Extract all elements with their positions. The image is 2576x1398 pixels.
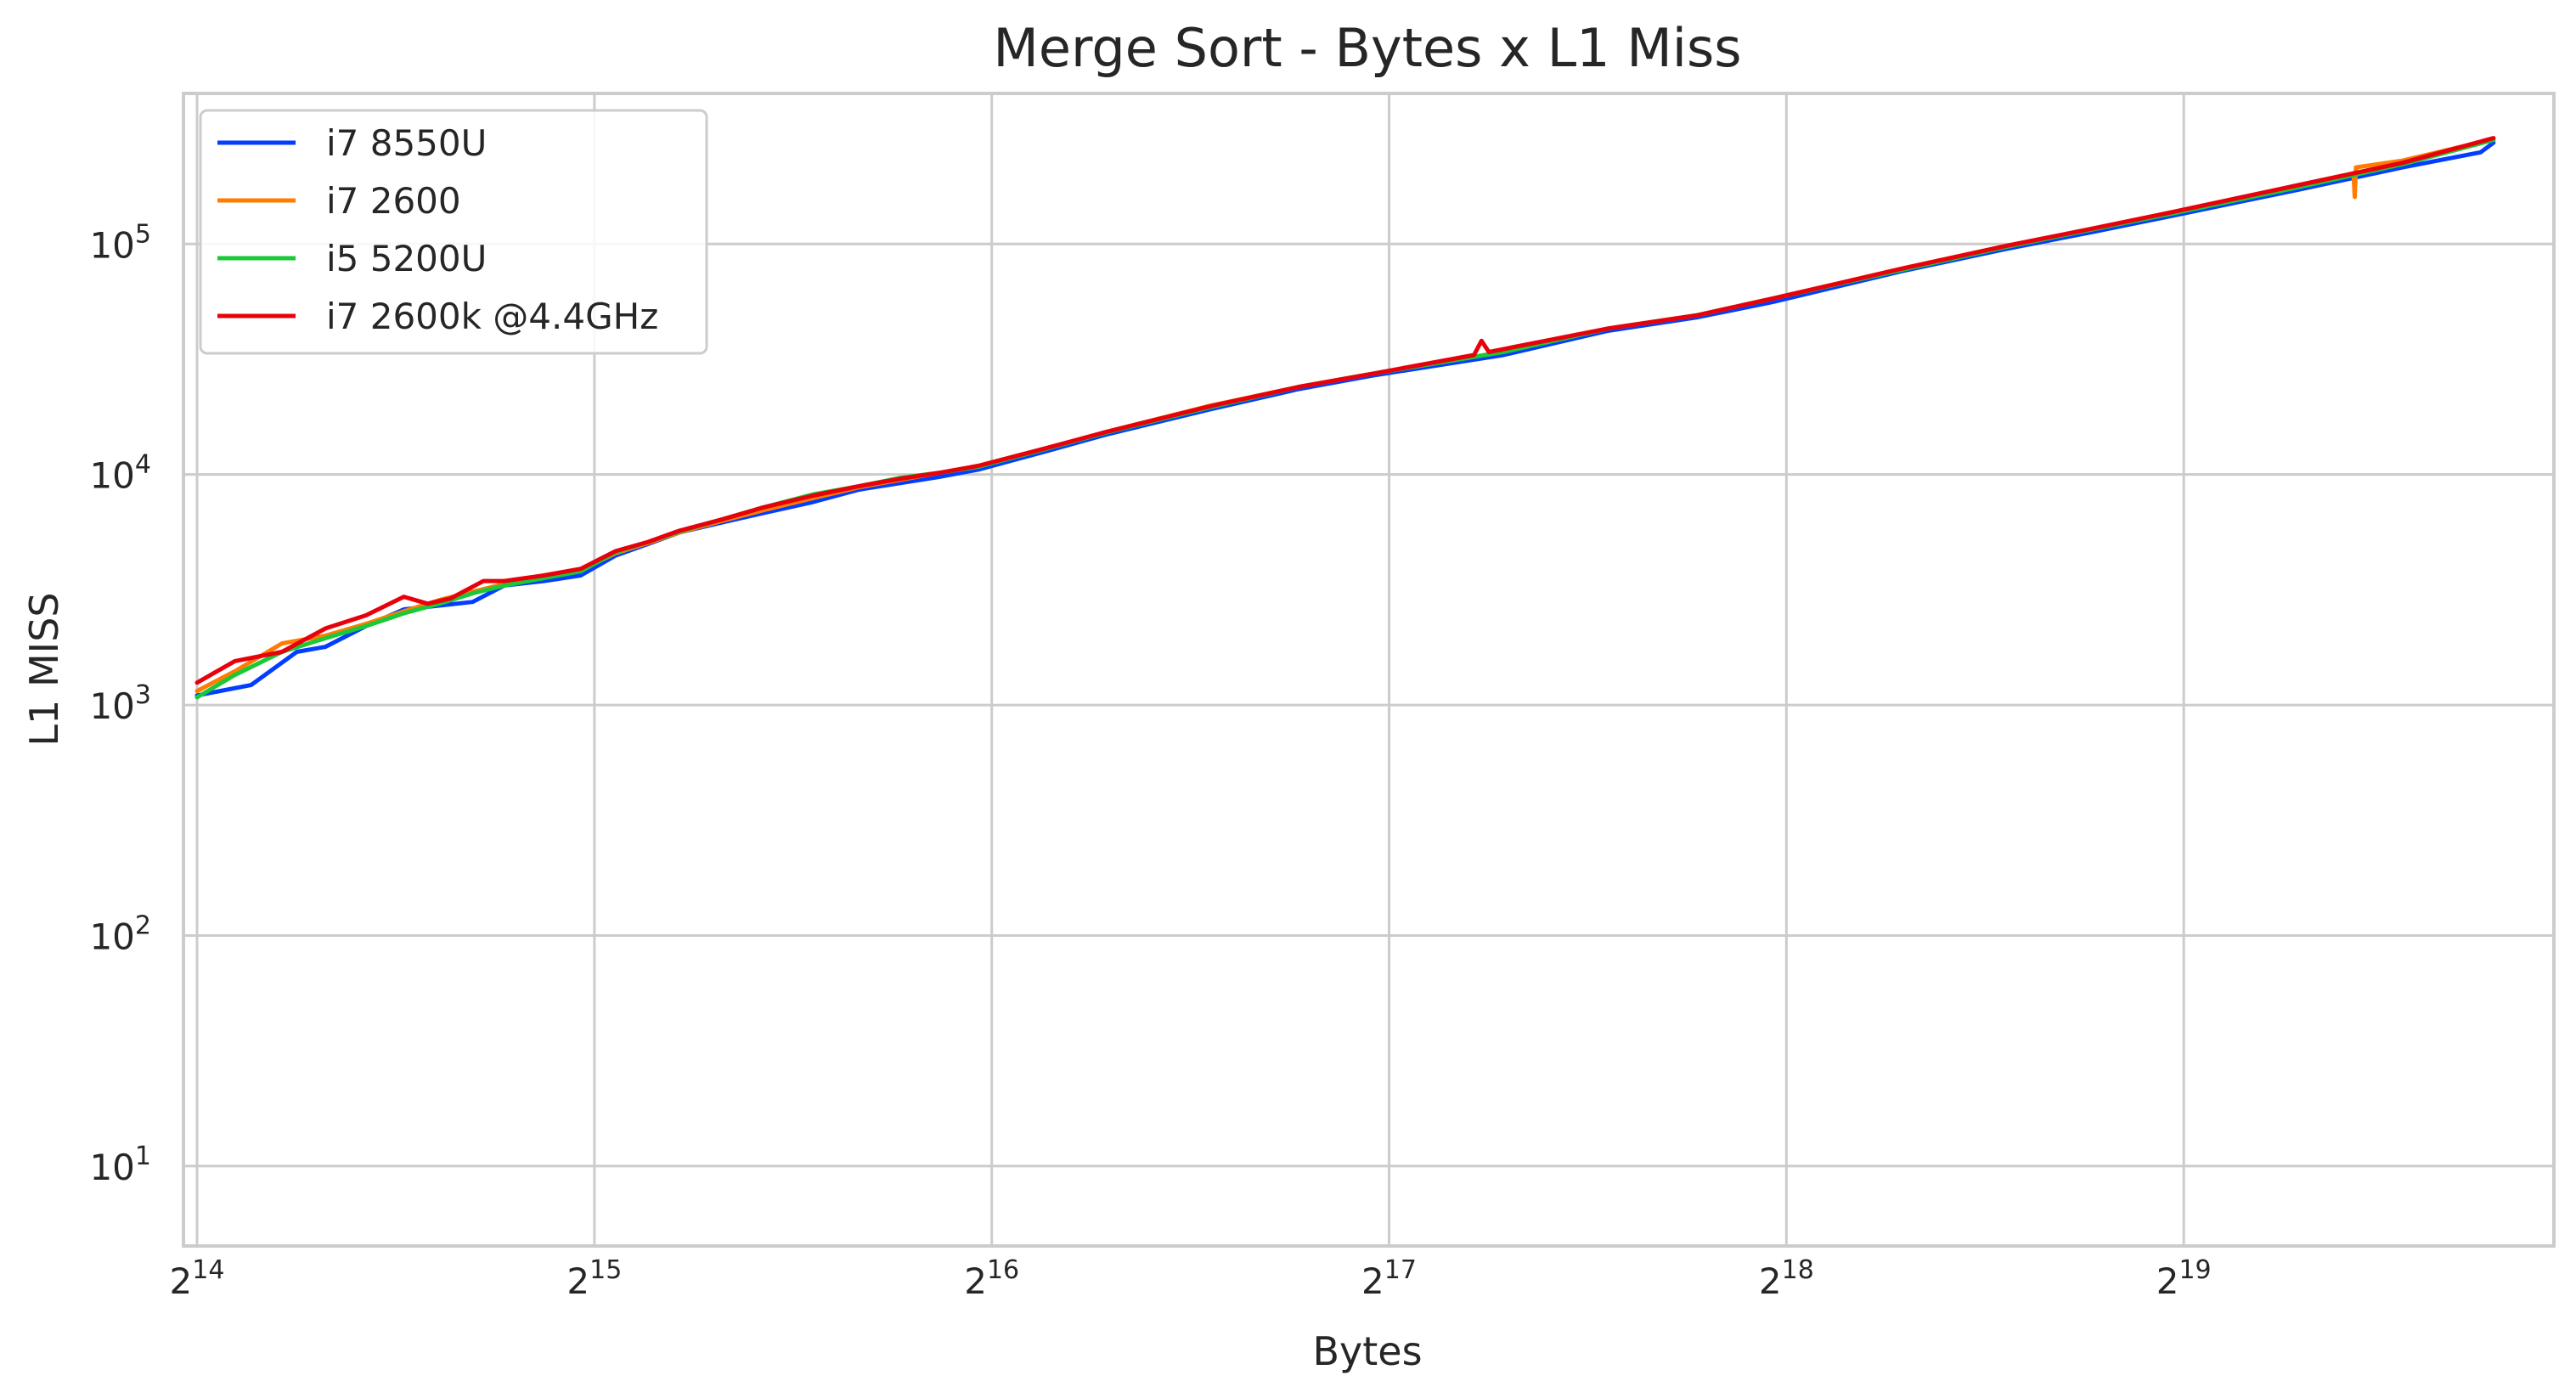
x-tick-label: 216: [964, 1255, 1019, 1302]
x-tick-label: 215: [566, 1255, 622, 1302]
plot-frame: [182, 92, 2556, 1248]
legend-label-i7-8550u: i7 8550U: [326, 122, 487, 164]
x-tick-label: 214: [170, 1255, 225, 1302]
series-line-i7-2600k-4-4ghz: [194, 136, 2496, 685]
x-tick-label: 218: [1759, 1255, 1814, 1302]
y-tick-label: 105: [89, 219, 151, 266]
y-tick-label: 103: [89, 680, 151, 727]
chart-title: Merge Sort - Bytes x L1 Miss: [993, 17, 1741, 79]
x-axis-label: Bytes: [1312, 1328, 1422, 1374]
y-tick-labels: 101 102 103 104 105: [89, 219, 151, 1188]
y-tick-label: 101: [89, 1142, 151, 1188]
legend-label-i5-5200u: i5 5200U: [326, 238, 487, 279]
legend: i7 8550U i7 2600 i5 5200U i7 2600k @4.4GHz: [199, 109, 708, 355]
x-tick-label: 217: [1361, 1255, 1417, 1302]
x-tick-label: 219: [2156, 1255, 2212, 1302]
y-axis-label: L1 MISS: [21, 592, 67, 746]
y-tick-label: 102: [89, 910, 151, 957]
y-tick-label: 104: [89, 450, 151, 497]
legend-box: [199, 109, 708, 355]
legend-label-i7-2600: i7 2600: [326, 180, 461, 222]
x-tick-labels: 214 215 216 217 218 219: [170, 1255, 2212, 1302]
series-layer: [194, 136, 2496, 700]
legend-label-i7-2600k-4-4ghz: i7 2600k @4.4GHz: [326, 296, 658, 337]
